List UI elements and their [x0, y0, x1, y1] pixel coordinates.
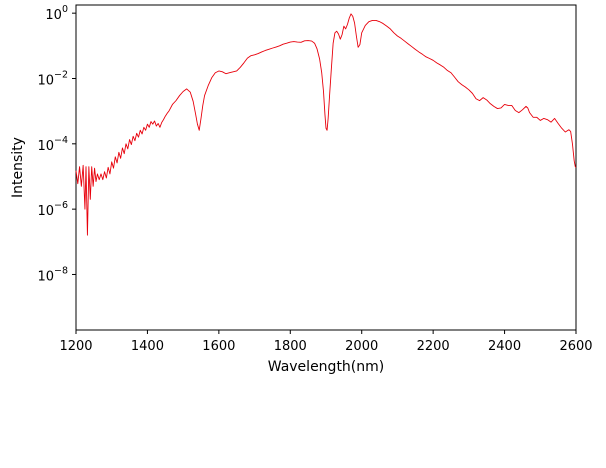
plot-area	[75, 4, 577, 331]
x-tick-label: 1600	[202, 339, 235, 354]
x-tick-label: 1200	[59, 339, 92, 354]
x-tick-label: 2000	[345, 339, 378, 354]
x-tick-label: 1400	[131, 339, 164, 354]
y-axis-label: Intensity	[10, 137, 26, 198]
x-axis-label: Wavelength(nm)	[268, 359, 384, 375]
y-tick-label: 100	[45, 4, 68, 23]
x-tick-label: 2600	[559, 339, 592, 354]
y-tick-label: 10−4	[37, 135, 68, 154]
y-tick-label: 10−2	[37, 69, 68, 88]
x-tick-label: 1800	[274, 339, 307, 354]
x-tick-label: 2200	[417, 339, 450, 354]
y-tick-label: 10−6	[37, 200, 68, 219]
y-axis: 100 10−2 10−4 10−6 10−8	[37, 4, 76, 284]
y-tick-label: 10−8	[37, 265, 68, 284]
x-tick-label: 2400	[488, 339, 521, 354]
intensity-line	[75, 13, 577, 236]
x-axis: 1200 1400 1600 1800 2000 2200 2400 2600	[59, 330, 593, 354]
